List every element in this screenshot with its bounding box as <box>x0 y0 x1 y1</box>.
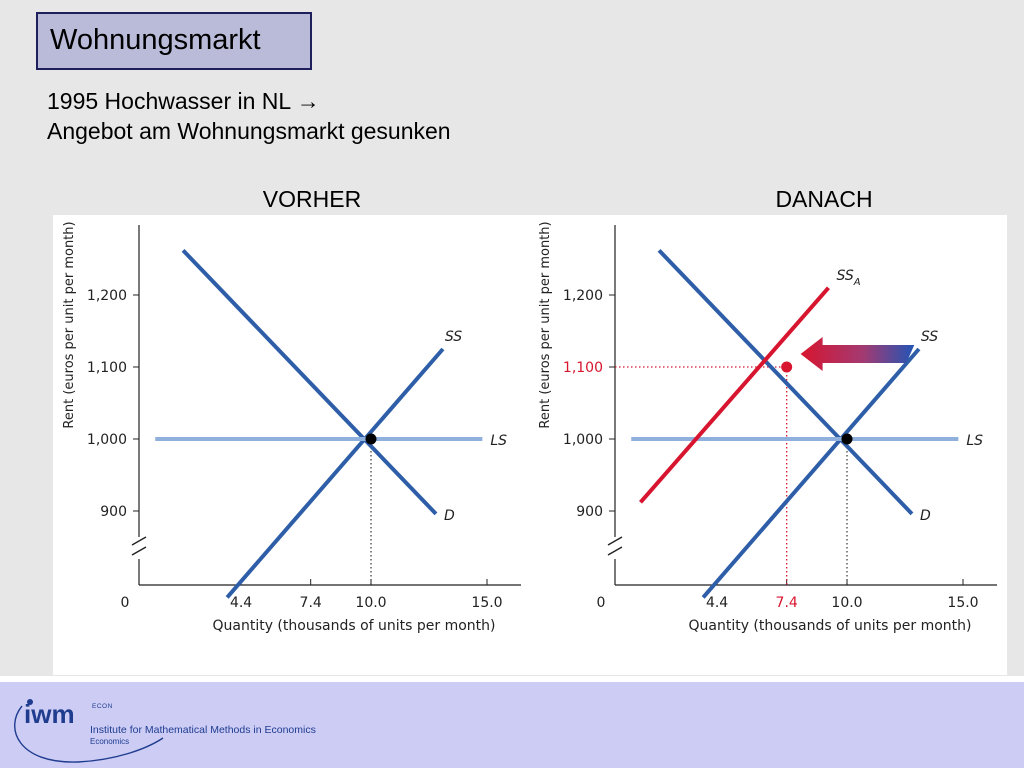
shift-arrow <box>800 337 915 372</box>
equilibrium-point <box>365 433 377 445</box>
chart-before: 900 1,000 1,100 1,200 0 4.4 7.4 10.0 15.0 Quantit… <box>62 221 521 634</box>
series-label: LS <box>966 433 983 449</box>
panel-label-before: VORHER <box>262 186 362 212</box>
footer-bar: iwm ECON Institute for Mathematical Meth… <box>0 676 1024 768</box>
logo-econ: ECON <box>92 703 113 710</box>
x-tick-label: 0 <box>597 595 606 611</box>
x-tick-label: 10.0 <box>831 595 862 611</box>
y-tick-label: 1,200 <box>87 288 127 304</box>
subtitle-line-1: 1995 Hochwasser in NL → <box>47 88 320 114</box>
panel-label-after: DANACH <box>775 186 873 212</box>
y-axis-label: Rent (euros per unit per month) <box>62 221 77 428</box>
x-tick-label: 10.0 <box>355 595 386 611</box>
axis-break-mark <box>131 536 147 546</box>
x-tick-label: 4.4 <box>706 595 728 611</box>
series-label: D <box>444 508 455 524</box>
series-line-ss <box>701 347 921 599</box>
charts-svg: 900 1,000 1,100 1,200 0 4.4 7.4 10.0 15.0 Quantit… <box>62 221 997 634</box>
x-axis-label: Quantity (thousands of units per month) <box>212 618 495 634</box>
series-label: SS <box>921 329 938 345</box>
y-tick-label: 900 <box>576 504 603 520</box>
department-name: Economics <box>90 737 130 746</box>
slide-title: Wohnungsmarkt <box>36 12 312 70</box>
y-tick-label: 1,100 <box>563 360 603 376</box>
series-label: SS <box>445 329 462 345</box>
subtitle-line-2: Angebot am Wohnungsmarkt gesunken <box>47 118 451 144</box>
y-tick-label: 1,100 <box>87 360 127 376</box>
series-line-d <box>181 248 438 516</box>
slide-subtitle: 1995 Hochwasser in NL → Angebot am Wohnu… <box>47 86 451 146</box>
x-tick-label: 4.4 <box>230 595 252 611</box>
y-tick-label: 900 <box>100 504 127 520</box>
chart-area: 900 1,000 1,100 1,200 0 4.4 7.4 10.0 15.0 Quantit… <box>53 215 1007 675</box>
equilibrium-point <box>841 433 853 445</box>
series-line-ss-a <box>639 286 830 504</box>
x-tick-label: 0 <box>121 595 130 611</box>
x-tick-label: 15.0 <box>947 595 978 611</box>
new-equilibrium-point <box>781 361 793 373</box>
y-tick-label: 1,000 <box>87 432 127 448</box>
series-line-d <box>657 248 914 516</box>
institute-name: Institute for Mathematical Methods in Ec… <box>90 724 316 736</box>
axis-break-mark <box>607 536 623 546</box>
series-line-ss <box>225 347 445 599</box>
y-axis-label: Rent (euros per unit per month) <box>538 221 553 428</box>
iwm-logo: iwm ECON Institute for Mathematical Meth… <box>8 688 338 768</box>
x-tick-label: 15.0 <box>471 595 502 611</box>
series-label: SSA <box>836 268 860 288</box>
slide-title-text: Wohnungsmarkt <box>50 24 261 56</box>
x-tick-label: 7.4 <box>300 595 322 611</box>
logo-swoosh-icon: iwm <box>14 699 164 763</box>
x-tick-label: 7.4 <box>776 595 798 611</box>
series-label: D <box>920 508 931 524</box>
series-label: LS <box>490 433 507 449</box>
series-label-subscript: A <box>853 277 861 288</box>
axis-break-mark <box>131 546 147 556</box>
y-tick-label: 1,200 <box>563 288 603 304</box>
axis-break-mark <box>607 546 623 556</box>
logo-mark: iwm <box>24 699 75 729</box>
chart-after: 900 1,000 1,100 1,200 0 4.4 7.4 10.0 15.0 Quantit… <box>538 221 997 634</box>
x-axis-label: Quantity (thousands of units per month) <box>688 618 971 634</box>
y-tick-label: 1,000 <box>563 432 603 448</box>
